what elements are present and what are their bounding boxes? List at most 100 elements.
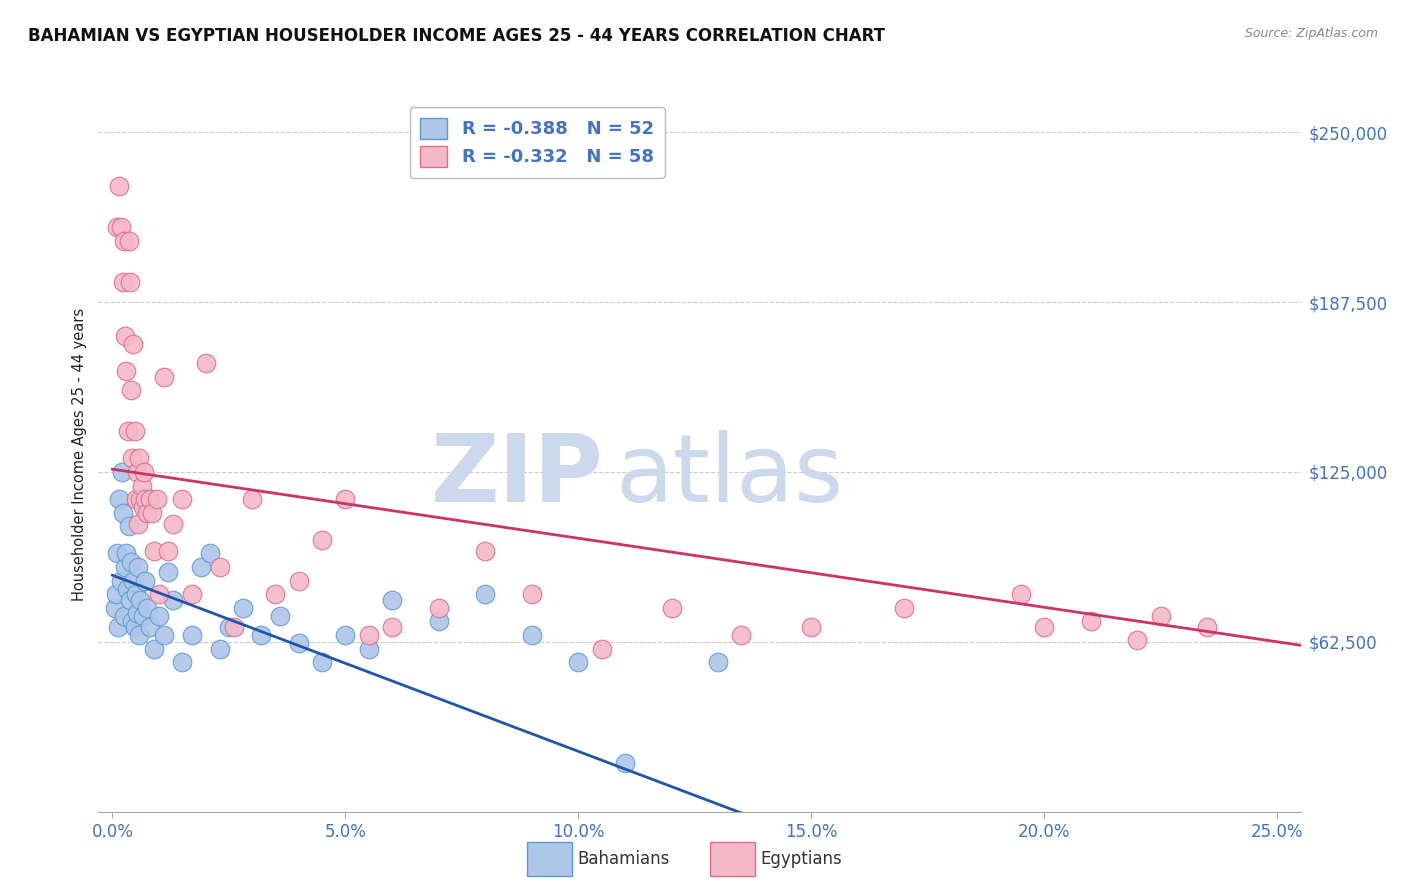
Point [105, 587, 128, 601]
Point [117, 424, 139, 438]
Point [138, 620, 160, 634]
Point [110, 220, 132, 235]
Point [121, 615, 143, 629]
Point [115, 546, 138, 560]
Point [427, 615, 450, 629]
Point [264, 587, 287, 601]
Point [567, 655, 589, 669]
Point [474, 543, 496, 558]
Point [1126, 633, 1149, 648]
Point [127, 516, 149, 531]
Point [108, 492, 131, 507]
Point [118, 519, 141, 533]
Point [128, 628, 150, 642]
Point [121, 451, 143, 466]
Point [1150, 609, 1173, 624]
Point [157, 543, 180, 558]
Point [132, 465, 155, 479]
Point [141, 506, 163, 520]
Point [152, 628, 174, 642]
Point [1080, 615, 1102, 629]
Point [172, 655, 194, 669]
Point [124, 620, 146, 634]
Point [162, 516, 184, 531]
Point [120, 592, 142, 607]
Point [120, 384, 142, 398]
Point [1010, 587, 1032, 601]
Point [134, 574, 156, 588]
Point [110, 574, 132, 588]
Point [127, 560, 149, 574]
Text: atlas: atlas [616, 430, 844, 523]
Point [131, 609, 153, 624]
Point [172, 492, 194, 507]
Point [381, 592, 404, 607]
Point [232, 600, 254, 615]
Point [1197, 620, 1219, 634]
Point [143, 543, 166, 558]
Point [180, 587, 202, 601]
Point [105, 546, 128, 560]
Point [1033, 620, 1056, 634]
Point [707, 655, 730, 669]
Point [105, 220, 128, 235]
Point [520, 628, 543, 642]
Point [287, 636, 309, 650]
Point [800, 620, 823, 634]
Point [111, 506, 134, 520]
Point [311, 533, 333, 547]
Text: ZIP: ZIP [430, 430, 603, 523]
Point [269, 609, 291, 624]
Text: BAHAMIAN VS EGYPTIAN HOUSEHOLDER INCOME AGES 25 - 44 YEARS CORRELATION CHART: BAHAMIAN VS EGYPTIAN HOUSEHOLDER INCOME … [28, 27, 886, 45]
Point [200, 546, 222, 560]
Point [240, 492, 263, 507]
Point [157, 566, 180, 580]
Point [136, 600, 159, 615]
Point [125, 492, 148, 507]
Point [138, 492, 160, 507]
Point [190, 560, 212, 574]
Point [134, 492, 156, 507]
Point [194, 356, 217, 370]
Point [591, 641, 613, 656]
Text: Egyptians: Egyptians [761, 850, 842, 868]
Point [117, 582, 139, 596]
Point [208, 560, 231, 574]
Point [118, 234, 141, 248]
Point [120, 555, 142, 569]
Point [730, 628, 752, 642]
Point [129, 592, 152, 607]
Point [111, 465, 134, 479]
Point [125, 607, 148, 621]
Point [427, 600, 450, 615]
Point [335, 492, 357, 507]
Point [125, 587, 148, 601]
Point [357, 628, 380, 642]
Point [115, 364, 138, 378]
Point [613, 756, 636, 770]
Point [287, 574, 309, 588]
Point [474, 587, 496, 601]
Point [122, 337, 145, 351]
Point [114, 560, 136, 574]
Point [152, 369, 174, 384]
Point [143, 641, 166, 656]
Point [311, 655, 333, 669]
Point [250, 628, 273, 642]
Point [145, 492, 167, 507]
Point [111, 275, 134, 289]
Point [124, 424, 146, 438]
Point [122, 574, 145, 588]
Point [661, 600, 683, 615]
Point [381, 620, 404, 634]
Point [104, 600, 127, 615]
Point [218, 620, 240, 634]
Point [893, 600, 915, 615]
Y-axis label: Householder Income Ages 25 - 44 years: Householder Income Ages 25 - 44 years [72, 309, 87, 601]
Point [125, 465, 148, 479]
Text: Bahamians: Bahamians [578, 850, 671, 868]
Point [131, 478, 153, 492]
Point [357, 641, 380, 656]
Point [148, 609, 170, 624]
Point [208, 641, 231, 656]
